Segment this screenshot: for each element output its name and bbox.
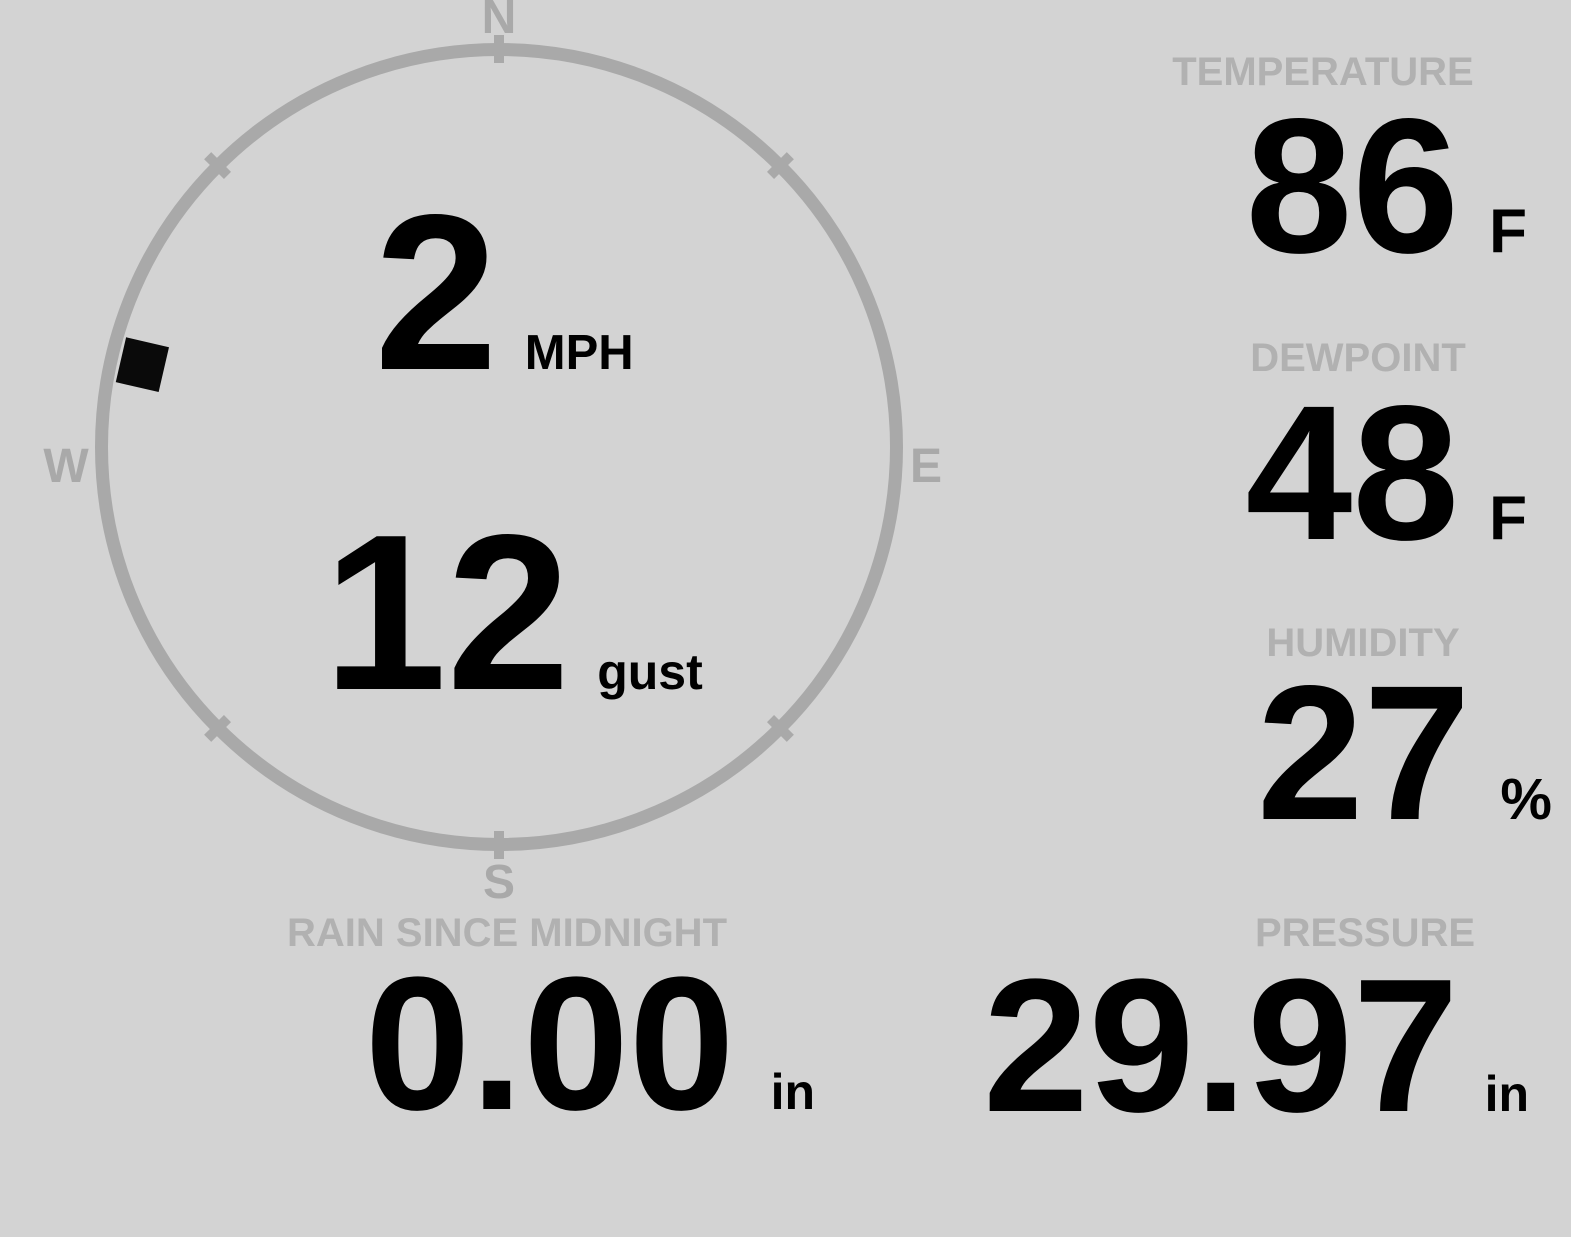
temperature-label: TEMPERATURE: [1172, 50, 1474, 94]
temperature-reading: 86 F: [1246, 90, 1527, 282]
compass-label-west: W: [43, 440, 89, 493]
dewpoint-reading: 48 F: [1246, 377, 1527, 569]
dewpoint-unit: F: [1489, 484, 1527, 553]
compass-label-east: E: [909, 440, 942, 493]
wind-gust-unit: gust: [597, 644, 703, 700]
humidity-reading: 27 %: [1257, 657, 1552, 849]
compass-tick-south: [494, 831, 504, 859]
temperature-unit: F: [1489, 197, 1527, 266]
rain-reading: 0.00 in: [365, 949, 815, 1139]
pressure-unit: in: [1484, 1066, 1529, 1122]
temperature-value: 86: [1245, 78, 1460, 293]
wind-speed-value: 2: [374, 169, 498, 417]
wind-gust: 12 gust: [109, 502, 917, 724]
wind-speed-unit: MPH: [524, 326, 634, 380]
compass-label-north: N: [481, 0, 517, 44]
pressure-label: PRESSURE: [1254, 911, 1476, 955]
wind-compass-gauge: N S W E 2 MPH 12 gust: [43, 0, 942, 907]
dewpoint-value: 48: [1245, 365, 1460, 580]
wind-speed: 2 MPH: [100, 182, 908, 404]
compass-label-south: S: [482, 856, 515, 909]
humidity-label: HUMIDITY: [1266, 621, 1460, 665]
humidity-value: 27: [1256, 645, 1471, 860]
pressure-value: 29.97: [983, 940, 1459, 1152]
rain-unit: in: [770, 1064, 815, 1120]
rain-value: 0.00: [364, 938, 735, 1150]
humidity-unit: %: [1500, 767, 1552, 832]
dewpoint-label: DEWPOINT: [1250, 336, 1466, 380]
pressure-reading: 29.97 in: [983, 951, 1529, 1141]
compass-tick-north: [494, 35, 504, 63]
wind-gust-value: 12: [323, 489, 571, 737]
rain-label: RAIN SINCE MIDNIGHT: [287, 911, 727, 955]
